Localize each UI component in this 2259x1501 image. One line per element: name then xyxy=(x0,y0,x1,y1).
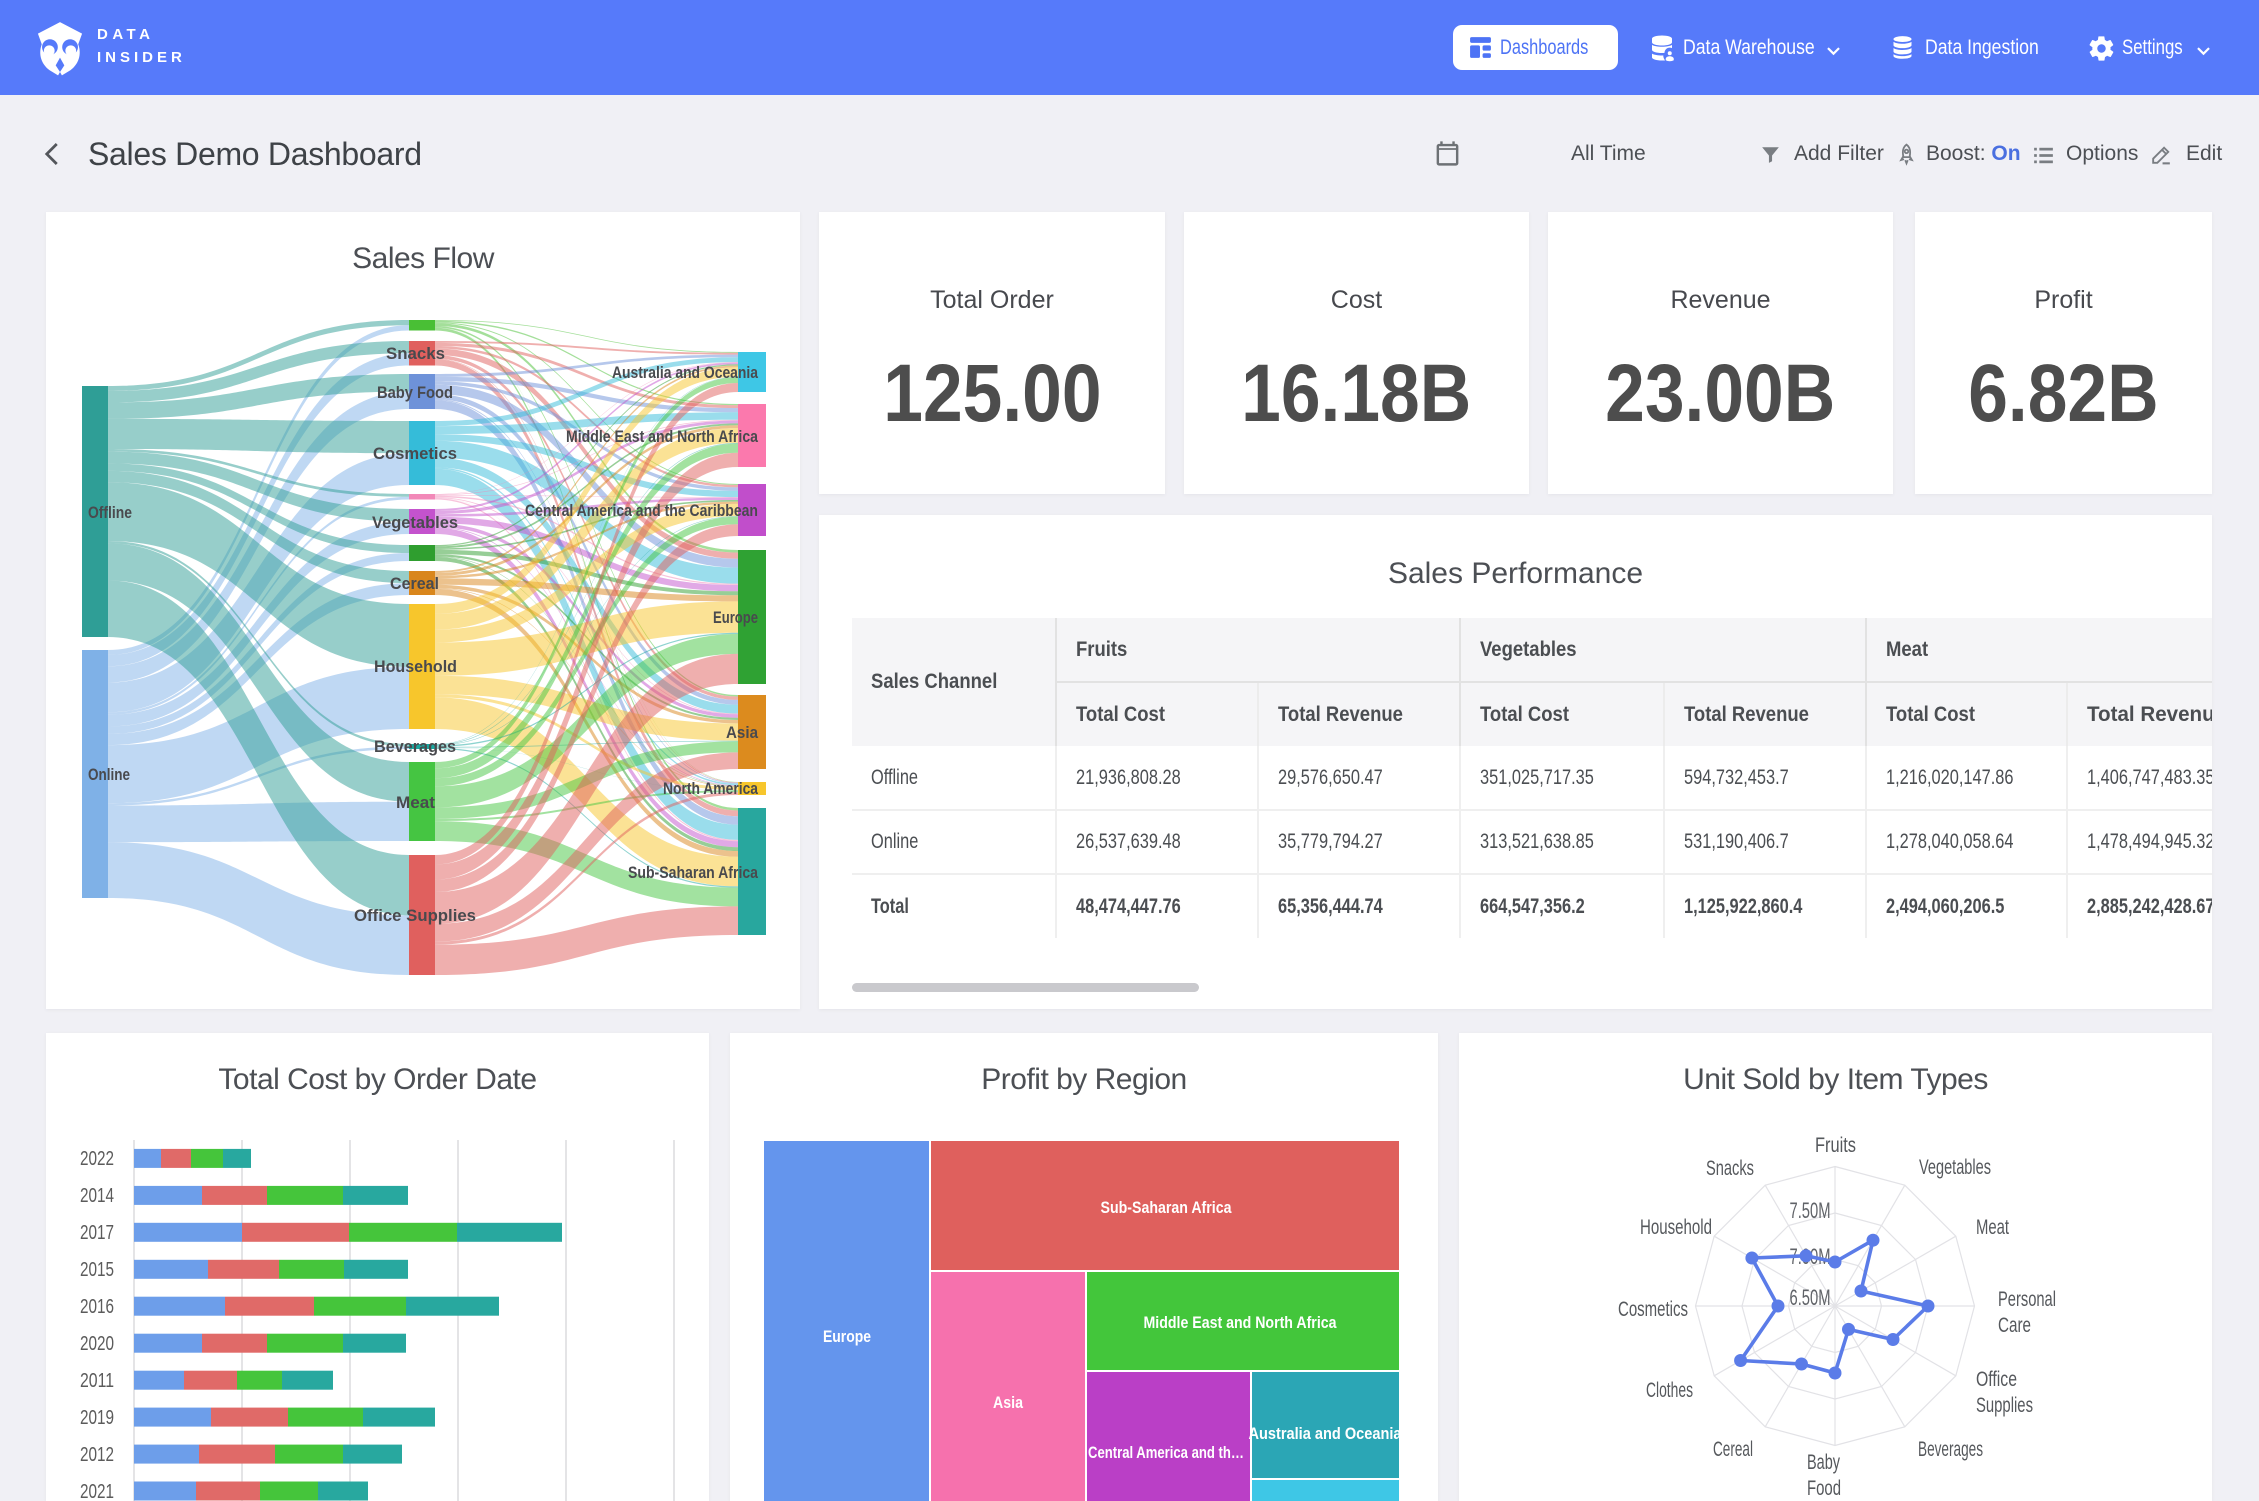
svg-text:Baby Food: Baby Food xyxy=(377,383,453,402)
svg-text:Central America and th…: Central America and th… xyxy=(1088,1443,1244,1462)
svg-text:Europe: Europe xyxy=(823,1327,871,1346)
svg-text:Middle East and North Africa: Middle East and North Africa xyxy=(566,427,758,446)
svg-text:Snacks: Snacks xyxy=(386,344,445,363)
svg-text:Europe: Europe xyxy=(713,608,758,627)
svg-text:7.50M: 7.50M xyxy=(1790,1198,1831,1223)
svg-text:Cereal: Cereal xyxy=(390,574,439,593)
svg-text:Sub-Saharan Africa: Sub-Saharan Africa xyxy=(628,863,758,882)
svg-text:Vegetables: Vegetables xyxy=(1919,1156,1991,1179)
svg-text:North America: North America xyxy=(663,779,758,798)
svg-text:Asia: Asia xyxy=(993,1393,1023,1412)
svg-text:Online: Online xyxy=(88,765,130,784)
svg-text:Snacks: Snacks xyxy=(1706,1157,1754,1180)
svg-text:Beverages: Beverages xyxy=(1918,1438,1983,1461)
svg-text:Cereal: Cereal xyxy=(1713,1438,1753,1461)
svg-text:Offline: Offline xyxy=(88,503,132,522)
svg-text:6.50M: 6.50M xyxy=(1790,1285,1831,1310)
svg-text:Central America and the Caribb: Central America and the Caribbean xyxy=(525,501,758,520)
svg-text:Australia and Oceania: Australia and Oceania xyxy=(612,363,758,382)
svg-text:Fruits: Fruits xyxy=(1815,1134,1856,1157)
svg-text:Care: Care xyxy=(1998,1314,2031,1337)
svg-text:Beverages: Beverages xyxy=(374,737,456,756)
svg-text:Middle East and North Africa: Middle East and North Africa xyxy=(1144,1313,1337,1332)
svg-text:Cosmetics: Cosmetics xyxy=(373,444,457,463)
svg-text:Australia and Oceania: Australia and Oceania xyxy=(1249,1424,1402,1443)
svg-text:Meat: Meat xyxy=(396,793,435,812)
svg-text:Office: Office xyxy=(1976,1368,2017,1391)
svg-text:Household: Household xyxy=(1640,1216,1712,1239)
svg-text:Personal: Personal xyxy=(1998,1288,2056,1311)
svg-text:Asia: Asia xyxy=(726,723,758,742)
svg-text:Supplies: Supplies xyxy=(1976,1394,2033,1417)
svg-text:Cosmetics: Cosmetics xyxy=(1618,1298,1688,1321)
svg-text:Clothes: Clothes xyxy=(1646,1379,1693,1402)
svg-text:Meat: Meat xyxy=(1976,1216,2009,1239)
svg-text:Sub-Saharan Africa: Sub-Saharan Africa xyxy=(1101,1198,1232,1217)
svg-text:Food: Food xyxy=(1807,1477,1841,1500)
svg-text:Vegetables: Vegetables xyxy=(372,513,458,532)
svg-text:Household: Household xyxy=(374,657,457,676)
svg-text:Office Supplies: Office Supplies xyxy=(354,906,476,925)
svg-text:Baby: Baby xyxy=(1807,1451,1840,1474)
